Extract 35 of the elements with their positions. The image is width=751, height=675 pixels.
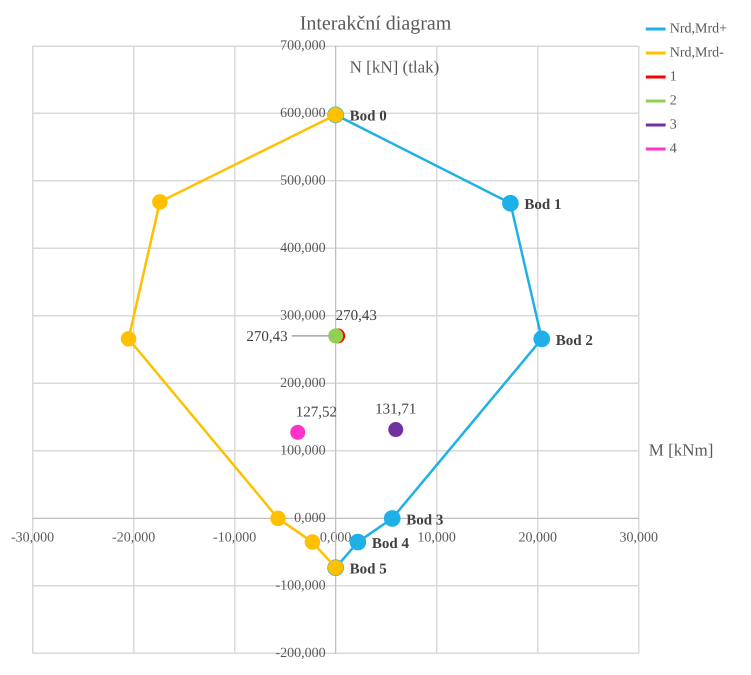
data-label: Bod 1 [524,197,562,214]
data-label: 270,43 [246,328,288,345]
x-tick-label: -10,000 [213,530,256,546]
y-tick-label: -200,000 [275,646,326,662]
data-label: 131,71 [375,401,416,418]
y-tick-label: 500,000 [280,174,326,189]
legend-label: 2 [670,94,677,109]
y-tick-label: 600,000 [280,106,326,122]
y-tick-label: 100,000 [280,444,326,459]
data-label: Bod 4 [372,536,410,552]
x-tick-label: -20,000 [112,530,156,546]
legend-label: Nrd,Mrd+ [670,22,728,37]
data-label: 127,52 [296,404,338,420]
legend-label: 1 [670,70,677,85]
y-tick-label: -100,000 [275,578,326,594]
legend-label: 4 [670,142,677,157]
data-label: Bod 0 [350,108,387,125]
y-tick-label: 200,000 [280,376,326,392]
chart-title: Interakční diagram [300,12,452,34]
y-tick-label: 300,000 [280,308,326,324]
y-tick-label: 400,000 [280,241,326,256]
data-label: Bod 3 [406,512,444,528]
data-label: Bod 5 [350,562,387,578]
y-tick-label: 700,000 [280,38,326,54]
data-label: 270,43 [336,308,377,324]
y-tick-label: 0,000 [294,511,326,526]
y-axis-title: N [kN] (tlak) [350,57,440,76]
x-tick-label: 10,000 [417,530,456,546]
legend-label: Nrd,Mrd- [670,46,724,61]
data-label: Bod 2 [556,332,593,349]
x-tick-label: -30,000 [10,530,54,546]
x-tick-label: 30,000 [619,530,658,546]
x-axis-title: M [kNm] [648,440,714,460]
legend-label: 3 [670,118,677,133]
x-tick-label: 20,000 [518,530,557,546]
